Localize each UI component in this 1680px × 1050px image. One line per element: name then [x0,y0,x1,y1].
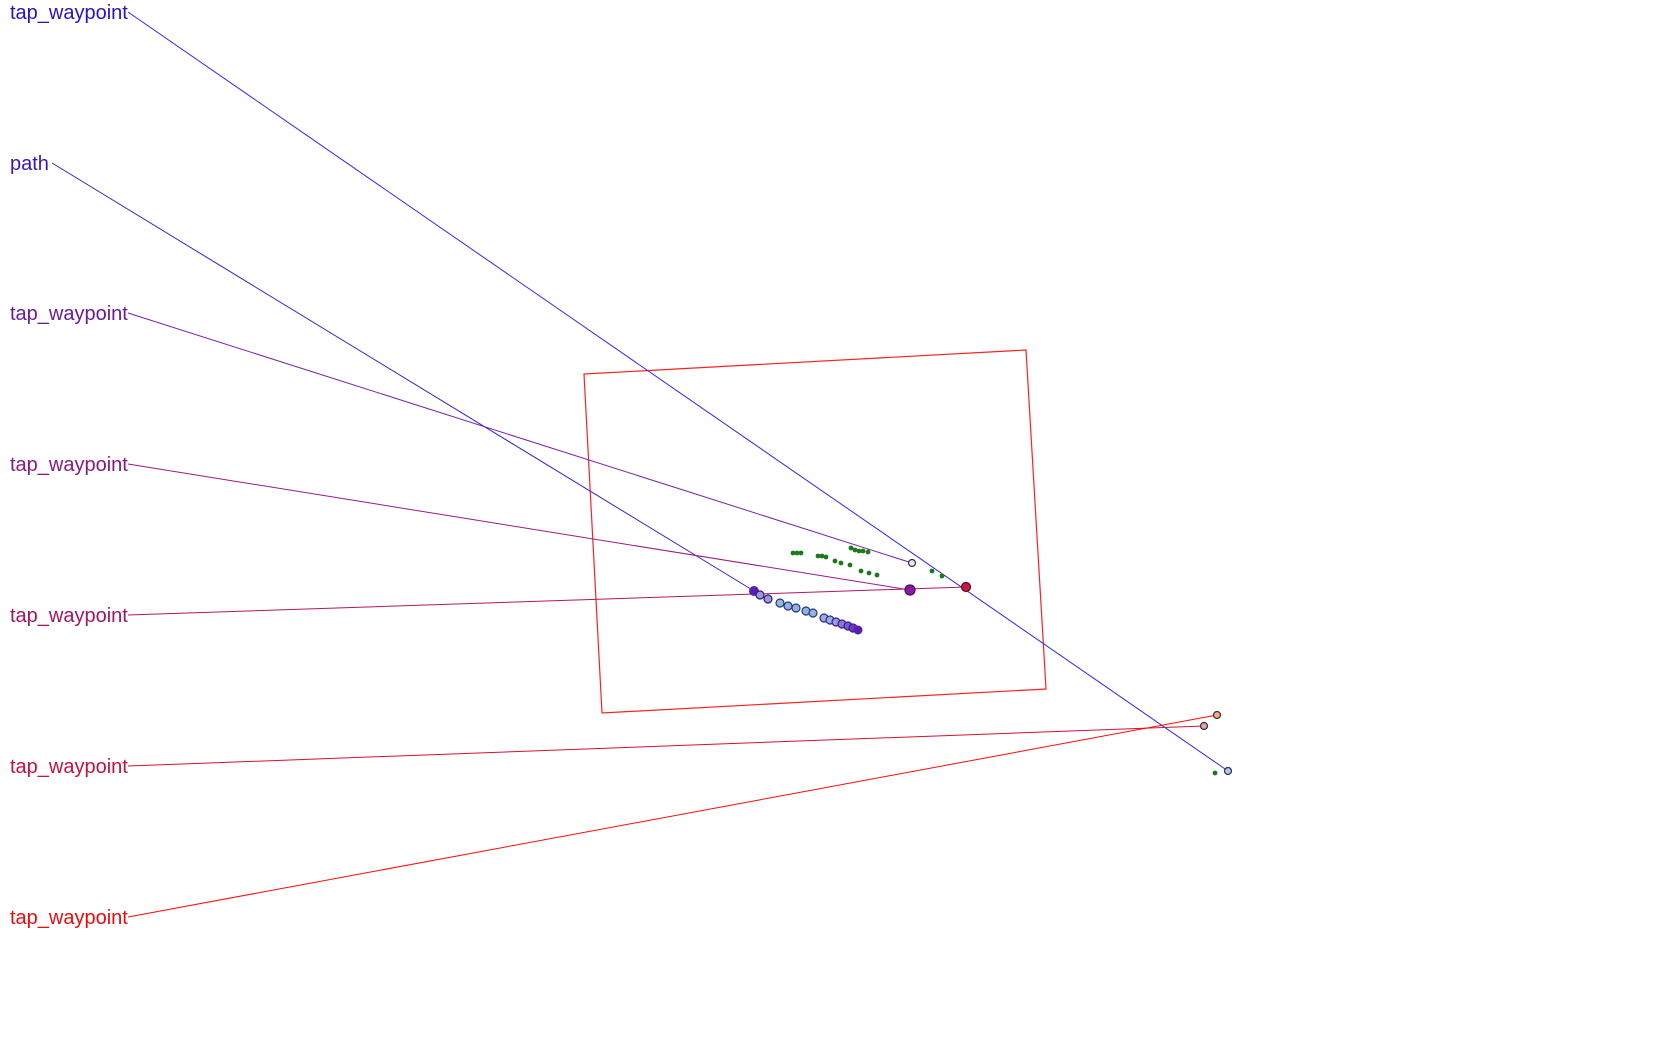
label-6: tap_waypoint [10,756,128,778]
waypoint-marker [1212,710,1222,720]
green-point [858,568,864,574]
green-point [832,558,838,564]
leader-line-1 [127,11,1229,772]
waypoint-marker [960,581,972,593]
label-5: tap_waypoint [10,605,128,627]
green-point [798,550,804,556]
green-point [823,554,829,560]
green-point [819,553,825,559]
green-point [856,548,862,554]
label-3: tap_waypoint [10,303,128,325]
green-point [815,553,821,559]
leader-line-4 [127,463,911,591]
waypoint-markers [904,558,1233,776]
waypoint-marker [907,558,917,568]
label-1: tap_waypoint [10,2,128,24]
leader-line-5 [127,586,967,616]
path-point [775,598,785,608]
green-point [1212,770,1218,776]
green-point [866,570,872,576]
green-point [929,568,935,574]
label-2: path [10,153,49,175]
leader-line-6 [127,725,1205,767]
path-point [755,590,765,600]
green-point [852,547,858,553]
green-point [847,562,853,568]
region-outline [583,349,1047,714]
green-point [860,548,866,554]
green-point [874,572,880,578]
path-point [853,625,863,635]
green-point [939,573,945,579]
green-point [865,549,871,555]
green-point [790,550,796,556]
label-7: tap_waypoint [10,907,128,929]
path-point [783,601,793,611]
green-points [790,545,1218,776]
waypoint-marker [1223,766,1233,776]
waypoint-marker [904,584,916,596]
path-point [808,608,818,618]
leader-lines [51,11,1229,918]
green-point [838,560,844,566]
path-point [791,603,801,613]
labels: tap_waypoint path tap_waypoint tap_waypo… [10,2,128,929]
leader-line-3 [127,312,913,564]
green-point [848,545,854,551]
green-point [794,550,800,556]
leader-line-7 [127,714,1218,918]
waypoint-marker [1199,721,1209,731]
path-point [763,594,773,604]
label-4: tap_waypoint [10,454,128,476]
leader-line-2 [51,162,755,592]
path-points [749,586,863,635]
